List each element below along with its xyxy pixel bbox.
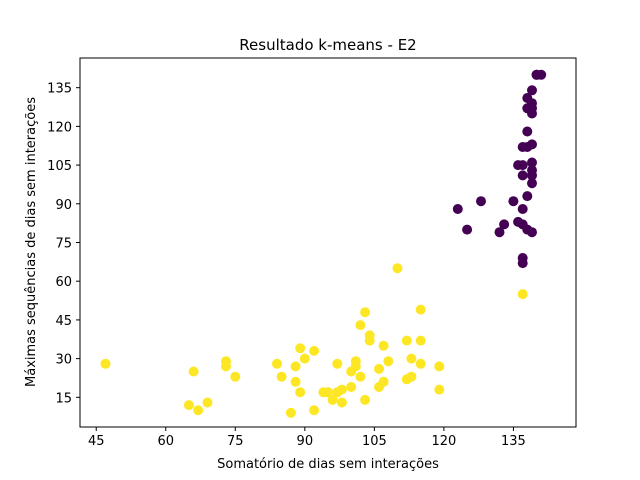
data-point-cluster_1-33 xyxy=(536,69,547,80)
data-point-cluster_1-5 xyxy=(508,196,519,207)
data-point-cluster_1-29 xyxy=(527,178,537,189)
data-point-cluster_1-30 xyxy=(527,227,537,238)
data-point-cluster_0-41 xyxy=(401,335,412,346)
data-point-cluster_0-6 xyxy=(221,361,231,372)
data-point-cluster_0-40 xyxy=(392,263,403,274)
data-point-cluster_1-26 xyxy=(527,157,537,168)
data-point-cluster_0-34 xyxy=(364,335,375,346)
data-point-cluster_0-3 xyxy=(193,405,204,416)
data-point-cluster_0-23 xyxy=(336,384,347,395)
data-point-cluster_1-2 xyxy=(476,196,486,207)
y-tick-label-7: 120 xyxy=(47,120,72,135)
y-tick-label-1: 30 xyxy=(55,353,72,368)
data-point-cluster_0-10 xyxy=(285,407,296,418)
data-point-cluster_1-17 xyxy=(522,126,533,137)
x-tick-label-4: 105 xyxy=(362,434,387,449)
y-axis-ticks: 15 30 45 60 75 90 105 120 135 xyxy=(47,82,80,406)
data-point-cluster_1-14 xyxy=(517,258,528,269)
data-point-cluster_0-1 xyxy=(183,400,194,411)
data-point-cluster_0-50 xyxy=(517,289,528,300)
y-tick-label-6: 105 xyxy=(47,159,72,174)
data-point-cluster_0-21 xyxy=(332,358,343,369)
y-tick-label-2: 45 xyxy=(55,314,72,329)
data-point-cluster_1-3 xyxy=(494,227,505,238)
data-point-cluster_0-2 xyxy=(188,366,199,377)
x-axis-label: Somatório de dias sem interações xyxy=(217,457,439,472)
data-point-cluster_0-49 xyxy=(434,384,445,395)
data-point-cluster_0-19 xyxy=(323,387,333,398)
data-point-cluster_0-9 xyxy=(276,371,287,382)
data-point-cluster_0-37 xyxy=(378,340,389,351)
data-point-cluster_0-20 xyxy=(327,394,338,405)
data-point-cluster_0-48 xyxy=(434,361,445,372)
y-tick-label-8: 135 xyxy=(47,82,72,97)
x-tick-label-2: 75 xyxy=(227,434,244,449)
chart-title: Resultado k-means - E2 xyxy=(239,36,416,54)
plot-frame xyxy=(79,57,577,428)
x-tick-label-6: 135 xyxy=(501,434,526,449)
x-tick-label-1: 60 xyxy=(157,434,174,449)
data-point-cluster_1-11 xyxy=(517,204,528,214)
data-point-cluster_0-12 xyxy=(290,361,301,372)
data-point-cluster_1-1 xyxy=(462,224,473,235)
data-point-cluster_0-7 xyxy=(230,371,241,382)
data-point-cluster_0-13 xyxy=(295,387,306,398)
data-point-cluster_0-26 xyxy=(346,382,357,392)
data-point-cluster_0-47 xyxy=(415,358,426,369)
data-point-cluster_0-45 xyxy=(415,304,426,315)
data-point-cluster_0-16 xyxy=(309,405,320,416)
x-tick-label-3: 90 xyxy=(297,434,314,449)
data-point-cluster_0-29 xyxy=(355,320,366,331)
data-point-cluster_0-30 xyxy=(355,371,366,382)
data-point-cluster_0-11 xyxy=(290,376,301,387)
data-point-cluster_0-8 xyxy=(272,358,282,369)
plot-points xyxy=(100,69,547,418)
data-point-cluster_0-17 xyxy=(309,345,320,356)
y-tick-label-5: 90 xyxy=(55,198,72,213)
data-point-cluster_0-28 xyxy=(350,356,361,367)
data-point-cluster_1-4 xyxy=(499,219,510,230)
x-tick-label-5: 120 xyxy=(431,434,456,449)
data-point-cluster_0-39 xyxy=(383,356,394,367)
data-point-cluster_0-14 xyxy=(295,343,306,354)
data-point-cluster_0-24 xyxy=(336,397,347,408)
data-point-cluster_0-4 xyxy=(202,397,213,408)
y-tick-label-3: 60 xyxy=(55,275,72,290)
data-point-cluster_1-28 xyxy=(527,170,537,181)
data-point-cluster_0-32 xyxy=(360,394,371,405)
data-point-cluster_1-8 xyxy=(517,160,528,171)
data-point-cluster_1-24 xyxy=(527,103,537,114)
data-point-cluster_1-19 xyxy=(522,191,533,202)
data-point-cluster_0-31 xyxy=(360,307,371,318)
data-point-cluster_1-25 xyxy=(527,139,537,150)
data-point-cluster_0-0 xyxy=(100,358,111,369)
data-point-cluster_0-46 xyxy=(415,335,426,346)
data-point-cluster_0-15 xyxy=(299,353,310,364)
data-point-cluster_1-9 xyxy=(517,170,528,181)
y-axis-label: Máximas sequências de dias sem interaçõe… xyxy=(24,97,39,387)
data-point-cluster_0-44 xyxy=(406,371,417,382)
data-point-cluster_0-38 xyxy=(378,376,389,387)
y-tick-label-0: 15 xyxy=(55,391,72,406)
data-point-cluster_1-0 xyxy=(452,204,463,214)
x-axis-ticks: 45 60 75 90 105 120 135 xyxy=(88,427,526,449)
data-point-cluster_0-35 xyxy=(374,363,384,374)
data-point-cluster_1-21 xyxy=(527,85,537,96)
y-tick-label-4: 75 xyxy=(55,237,72,252)
data-point-cluster_0-43 xyxy=(406,353,417,364)
x-tick-label-0: 45 xyxy=(88,434,105,449)
